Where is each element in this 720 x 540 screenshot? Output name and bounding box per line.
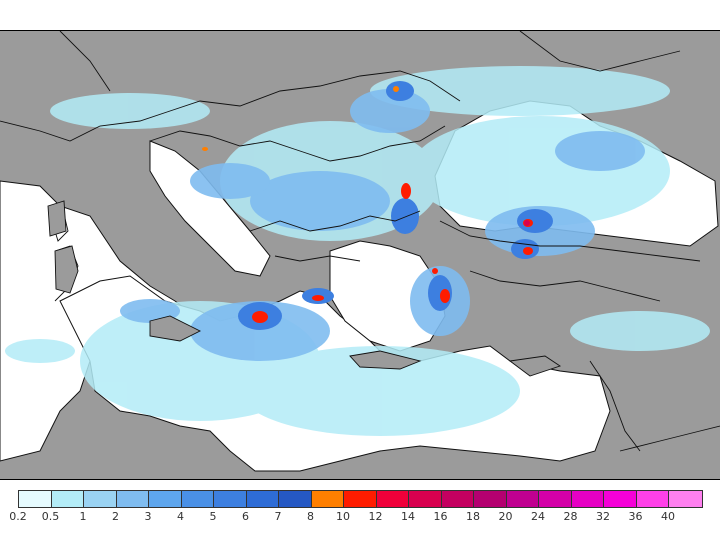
legend-swatch: [181, 491, 214, 507]
legend-tick-label: 3: [144, 510, 152, 523]
legend-swatch: [279, 491, 312, 507]
legend-swatch: [409, 491, 442, 507]
legend-tick-label: 7: [274, 510, 282, 523]
legend-tick-label: 0.5: [41, 510, 60, 523]
legend-tick-label: 36: [628, 510, 643, 523]
islands: [47, 200, 562, 377]
legend-swatch: [214, 491, 247, 507]
legend-swatch: [506, 491, 539, 507]
country-borders: [0, 31, 720, 452]
precipitation-map: [0, 30, 720, 480]
map-canvas: [0, 31, 720, 472]
legend-swatch: [441, 491, 474, 507]
legend-swatch: [636, 491, 669, 507]
legend-swatch: [149, 491, 182, 507]
legend-tick-label: 18: [466, 510, 480, 523]
legend-tick-label: 24: [531, 510, 545, 523]
legend-swatch: [376, 491, 409, 507]
legend-swatch: [246, 491, 279, 507]
legend-swatch: [539, 491, 572, 507]
legend-tick-label: 10: [336, 510, 350, 523]
legend-swatch: [474, 491, 507, 507]
legend-tick-label: 32: [596, 510, 610, 523]
legend-tick-label: 1: [79, 510, 87, 523]
legend-tick-label: 14: [401, 510, 415, 523]
legend-swatch: [116, 491, 149, 507]
legend-tick-label: 28: [563, 510, 578, 523]
legend-labels: 0.2 0.5 1 2 3 4 5 6 7 8 10 12 14 16 18 20 24 28 32 36 40: [0, 510, 720, 526]
legend-swatch: [571, 491, 604, 507]
legend-swatch: [344, 491, 377, 507]
legend-swatch: [84, 491, 117, 507]
color-legend: [18, 490, 703, 508]
legend-tick-label: 8: [307, 510, 314, 523]
legend-swatch: [19, 491, 52, 507]
legend-tick-label: 16: [433, 510, 448, 523]
legend-swatch: [669, 491, 702, 507]
legend-swatch: [311, 491, 344, 507]
legend-tick-label: 20: [498, 510, 513, 523]
legend-tick-label: 12: [368, 510, 383, 523]
legend-swatch: [51, 491, 84, 507]
legend-tick-label: 5: [209, 510, 217, 523]
legend-swatch: [604, 491, 637, 507]
legend-tick-label: 0.2: [9, 510, 27, 523]
legend-tick-label: 4: [177, 510, 184, 523]
legend-tick-label: 6: [242, 510, 249, 523]
legend-tick-label: 2: [112, 510, 119, 523]
legend-tick-label: 40: [661, 510, 675, 523]
